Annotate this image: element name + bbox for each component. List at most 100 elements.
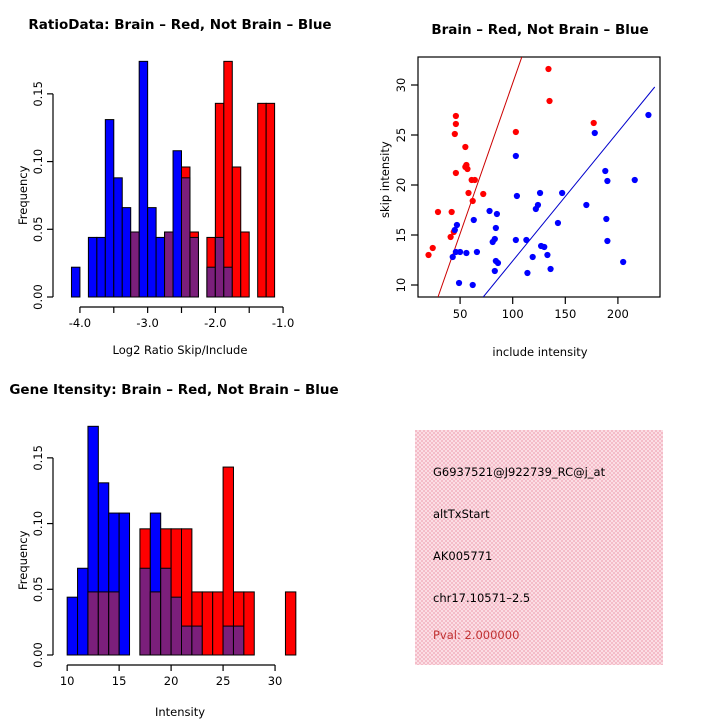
x-tick-label: -4.0 — [69, 316, 91, 330]
scatter-point — [513, 192, 521, 200]
histogram-bar — [212, 591, 224, 656]
scatter-point — [452, 112, 459, 120]
x-tick-label: 30 — [268, 674, 283, 688]
histogram-bar-overlap — [130, 231, 140, 298]
y-tick-label: 0.10 — [31, 149, 45, 175]
y-tick-label: 0.00 — [31, 284, 45, 310]
scatter-point — [449, 253, 456, 261]
histogram-bar — [172, 150, 183, 298]
scatter-point — [554, 219, 562, 227]
scatter-point — [452, 169, 459, 177]
x-tick-label: 200 — [607, 307, 629, 321]
histogram-bar-overlap — [164, 231, 174, 298]
histogram-bar-overlap — [160, 567, 172, 656]
scatter-content — [425, 57, 656, 297]
scatter-point — [591, 129, 598, 137]
histogram-bar — [118, 512, 131, 656]
y-tick-label: 15 — [394, 228, 408, 243]
histogram-bar — [257, 102, 267, 298]
scatter-plot: 10 15 20 25 30 50 100 150 200 — [394, 56, 661, 321]
scatter-point — [493, 210, 501, 218]
histogram-bar-overlap — [223, 266, 233, 298]
gene_hist-bars — [66, 425, 297, 656]
scatter-point — [541, 243, 548, 251]
x-tick-label: 100 — [502, 307, 524, 321]
scatter-xlabel: include intensity — [492, 345, 588, 359]
histogram-bar — [104, 119, 115, 298]
histogram-bar — [113, 177, 123, 298]
scatter-point — [546, 97, 553, 105]
panel-gene-histogram: Gene Itensity: Brain – Red, Not Brain – … — [0, 360, 360, 720]
histogram-bar — [265, 102, 276, 298]
scatter-point — [545, 65, 552, 73]
histogram-bar — [243, 591, 255, 656]
scatter-point — [604, 177, 611, 185]
scatter-point — [590, 119, 597, 127]
histogram-bar-overlap — [222, 625, 234, 656]
scatter-point — [452, 120, 459, 128]
info-locus: chr17.10571–2.5 — [433, 591, 531, 605]
histogram-bar — [284, 591, 297, 656]
scatter-point — [583, 201, 590, 209]
panel-info-box: G6937521@J922739_RC@j_at altTxStart AK00… — [415, 430, 663, 665]
scatter-point — [492, 224, 499, 232]
histogram-bar — [223, 60, 233, 298]
gene-hist-title: Gene Itensity: Brain – Red, Not Brain – … — [9, 382, 339, 398]
scatter-point — [491, 235, 498, 243]
info-pval: Pval: 2.000000 — [433, 628, 520, 642]
scatter-point — [559, 189, 566, 197]
info-box-background — [415, 430, 663, 665]
ratio-hist-title: RatioData: Brain – Red, Not Brain – Blue — [28, 17, 332, 33]
scatter-point — [470, 216, 477, 224]
scatter-point — [524, 269, 531, 277]
x-tick-label: -2.0 — [204, 316, 226, 330]
x-tick-label: -1.0 — [272, 316, 294, 330]
scatter-point — [512, 128, 519, 136]
scatter-point — [645, 111, 652, 119]
scatter-point — [603, 215, 610, 223]
histogram-bar — [138, 60, 149, 298]
histogram-bar-overlap — [189, 236, 199, 298]
scatter-point — [434, 208, 442, 216]
y-tick-label: 30 — [394, 78, 408, 93]
scatter-point — [463, 249, 470, 257]
histogram-bar — [77, 567, 89, 656]
ratio_hist-y-axis: 0.00 0.05 0.10 0.15 — [31, 81, 54, 310]
scatter-point — [471, 176, 478, 184]
histogram-bar-overlap — [206, 266, 216, 298]
scatter-point — [473, 248, 481, 256]
ratio_hist-bars — [70, 60, 276, 298]
scatter-point — [469, 197, 476, 205]
scatter-point — [429, 244, 436, 252]
scatter-point — [620, 258, 627, 266]
x-tick-label: -3.0 — [136, 316, 158, 330]
scatter-point — [447, 233, 454, 241]
x-tick-label: 50 — [453, 307, 468, 321]
histogram-bar — [240, 231, 250, 298]
histogram-bar-overlap — [108, 591, 120, 656]
ratio_hist-x-axis: -4.0 -3.0 -2.0 -1.0 — [69, 306, 294, 330]
scatter-point — [544, 251, 551, 259]
ratio-hist-xlabel: Log2 Ratio Skip/Include — [112, 343, 248, 357]
histogram-bar-overlap — [191, 625, 203, 656]
y-tick-label: 0.10 — [31, 511, 45, 537]
gene-hist-plot: 0.00 0.05 0.10 0.15 10 15 20 25 30 — [31, 425, 297, 688]
x-tick-label: 25 — [216, 674, 231, 688]
y-tick-label: 0.15 — [31, 81, 45, 107]
histogram-bar-overlap — [232, 625, 245, 656]
scatter-point — [465, 189, 472, 197]
histogram-bar — [66, 596, 79, 656]
scatter-point — [512, 152, 519, 160]
gene_hist-x-axis: 10 15 20 25 30 — [60, 664, 283, 688]
y-tick-label: 0.00 — [31, 642, 45, 668]
histogram-bar — [70, 266, 81, 298]
y-tick-label: 20 — [394, 178, 408, 193]
histogram-bar-overlap — [139, 567, 151, 656]
gene-hist-xlabel: Intensity — [154, 705, 206, 719]
scatter-series — [449, 111, 652, 289]
info-probe-id: G6937521@J922739_RC@j_at — [433, 465, 606, 479]
scatter-y-axis: 10 15 20 25 30 — [394, 78, 418, 292]
histogram-bar-overlap — [181, 625, 193, 656]
panel-ratio-histogram: RatioData: Brain – Red, Not Brain – Blue… — [0, 0, 360, 360]
scatter-point — [486, 207, 493, 215]
